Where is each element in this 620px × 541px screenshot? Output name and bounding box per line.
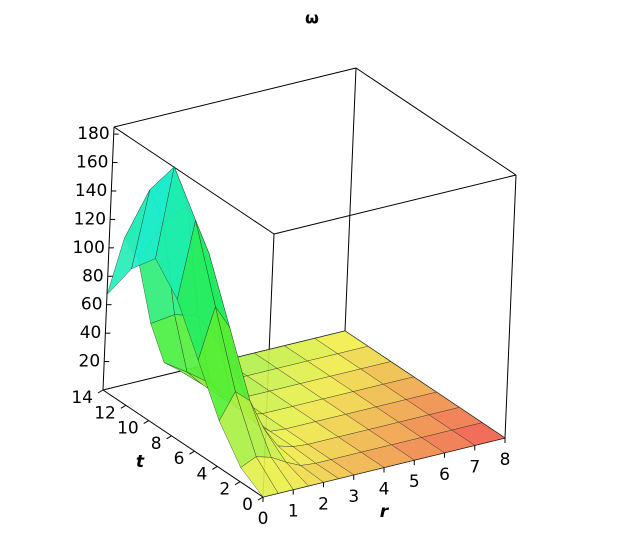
y-tick-label: 2 [219, 480, 230, 500]
x-tick-label: 7 [469, 457, 480, 477]
y-tick [97, 389, 104, 394]
y-tick-label: 12 [94, 403, 116, 423]
box-edge [344, 67, 357, 332]
box-edge [113, 67, 357, 128]
y-tick [234, 481, 241, 486]
y-tick-label: 10 [117, 419, 139, 439]
box-edge [355, 67, 517, 176]
x-tick-label: 3 [348, 487, 359, 507]
surface [106, 165, 506, 498]
z-tick-label: 140 [75, 181, 107, 201]
x-tick-label: 4 [379, 480, 390, 500]
y-tick [120, 404, 127, 409]
x-axis-label: r [380, 502, 390, 522]
z-tick-label: 100 [72, 238, 104, 258]
y-tick [212, 465, 218, 470]
x-tick-label: 2 [318, 494, 329, 514]
y-axis-label: t [136, 452, 145, 472]
y-tick-label: 14 [71, 388, 93, 408]
box-edge [504, 174, 517, 439]
y-tick [166, 435, 172, 440]
y-tick-label: 0 [242, 495, 253, 515]
y-tick-label: 6 [174, 449, 185, 469]
y-tick-label: 8 [151, 434, 162, 454]
surface-patch [240, 456, 279, 498]
z-tick-label: 160 [76, 153, 108, 173]
x-tick-label: 5 [409, 472, 420, 492]
x-tick-label: 6 [439, 465, 450, 485]
box-edge [113, 126, 275, 235]
z-tick-label: 60 [81, 295, 103, 315]
x-tick-label: 8 [500, 450, 511, 470]
z-tick-label: 40 [80, 323, 102, 343]
y-tick [257, 496, 264, 501]
y-tick [143, 420, 149, 425]
x-tick-label: 0 [258, 509, 269, 529]
y-tick-label: 4 [196, 464, 207, 484]
z-tick-label: 20 [79, 352, 101, 372]
x-tick-label: 1 [288, 502, 299, 522]
box-edge [102, 389, 264, 498]
z-tick-label: 80 [82, 266, 104, 286]
box-edge [102, 126, 115, 391]
z-tick-label: 120 [74, 209, 106, 229]
y-tick [189, 450, 195, 455]
z-tick-label: 180 [77, 124, 109, 144]
box-edge [273, 174, 517, 235]
chart-title: ω [305, 9, 319, 28]
